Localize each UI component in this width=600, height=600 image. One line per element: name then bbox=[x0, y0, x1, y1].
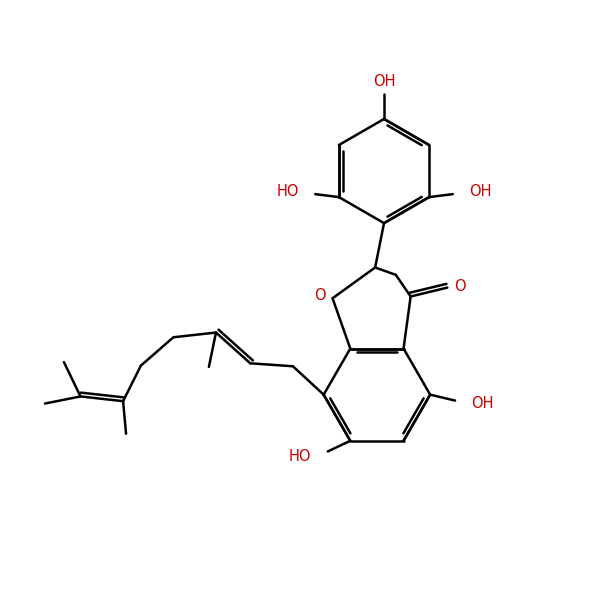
Text: HO: HO bbox=[276, 184, 299, 199]
Text: HO: HO bbox=[289, 449, 311, 464]
Text: O: O bbox=[455, 279, 466, 294]
Text: OH: OH bbox=[373, 74, 395, 89]
Text: OH: OH bbox=[472, 396, 494, 411]
Text: OH: OH bbox=[469, 184, 492, 199]
Text: O: O bbox=[314, 288, 325, 303]
